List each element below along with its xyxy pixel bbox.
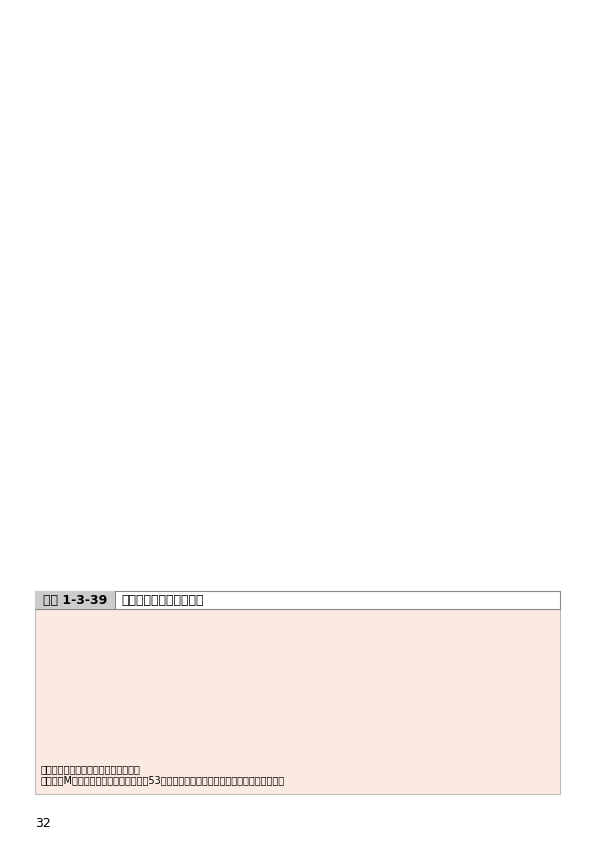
Bar	[416, 663, 454, 756]
Text: 743: 743	[424, 648, 446, 662]
Bar	[264, 691, 302, 756]
Text: 図表 1-3-39: 図表 1-3-39	[43, 594, 107, 606]
Text: 注：「M飲食店、宿泊兼用建築物」「53宿泊兼用」に分類される建築物の床面積の合計: 注：「M飲食店、宿泊兼用建築物」「53宿泊兼用」に分類される建築物の床面積の合計	[41, 775, 285, 785]
Text: 447: 447	[196, 685, 218, 699]
Bar	[340, 670, 378, 756]
Text: 516: 516	[272, 677, 295, 690]
Bar	[112, 694, 151, 756]
Text: 宿泊施設の建築着工面積: 宿泊施設の建築着工面積	[121, 594, 203, 606]
Bar	[189, 700, 226, 756]
Text: 資料：「建築着工統計調査」より作成: 資料：「建築着工統計調査」より作成	[41, 764, 141, 774]
Text: 929: 929	[500, 625, 522, 638]
Text: 492: 492	[120, 680, 143, 693]
Bar	[492, 639, 530, 756]
Text: 32: 32	[35, 817, 51, 830]
Text: （千㎡）: （千㎡）	[41, 610, 69, 624]
Text: 683: 683	[348, 656, 371, 669]
